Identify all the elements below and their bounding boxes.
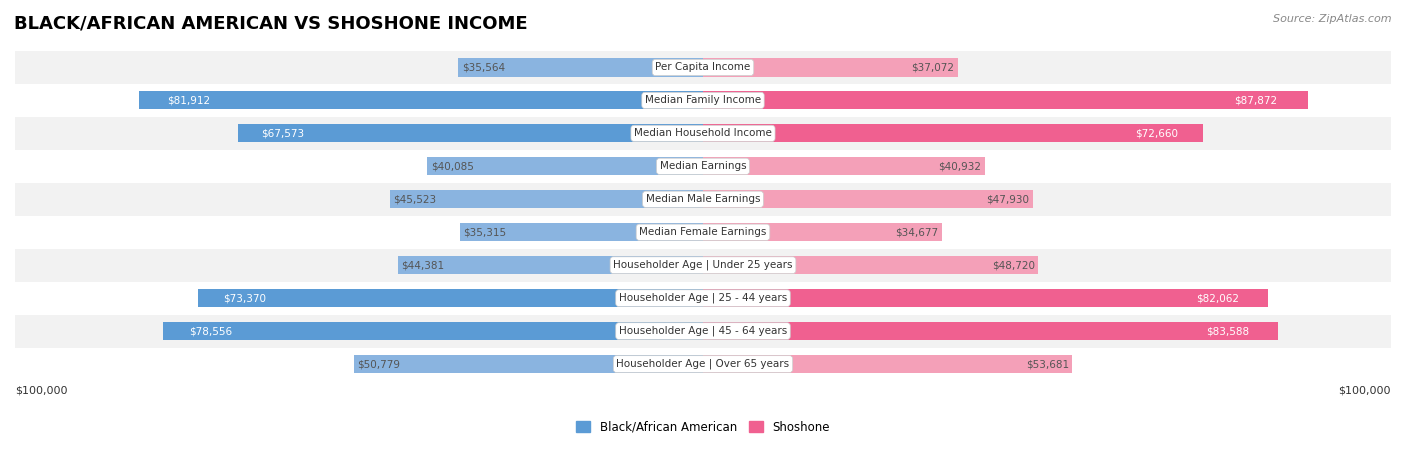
Text: $40,932: $40,932 bbox=[938, 161, 981, 171]
Text: $81,912: $81,912 bbox=[167, 95, 211, 106]
Legend: Black/African American, Shoshone: Black/African American, Shoshone bbox=[571, 416, 835, 439]
Bar bbox=[15, 84, 1391, 117]
Text: $40,085: $40,085 bbox=[430, 161, 474, 171]
Text: $37,072: $37,072 bbox=[911, 63, 955, 72]
Text: Median Earnings: Median Earnings bbox=[659, 161, 747, 171]
Bar bbox=[15, 249, 1391, 282]
Text: $50,779: $50,779 bbox=[357, 359, 401, 369]
Text: $83,588: $83,588 bbox=[1206, 326, 1250, 336]
Bar bbox=[703, 289, 1268, 307]
Bar bbox=[15, 315, 1391, 347]
Text: $53,681: $53,681 bbox=[1026, 359, 1069, 369]
Text: $47,930: $47,930 bbox=[987, 194, 1029, 204]
Bar bbox=[398, 256, 703, 274]
Bar bbox=[15, 282, 1391, 315]
Text: $67,573: $67,573 bbox=[262, 128, 305, 138]
Text: $45,523: $45,523 bbox=[394, 194, 436, 204]
Bar bbox=[15, 183, 1391, 216]
Bar bbox=[703, 223, 942, 241]
Bar bbox=[703, 124, 1204, 142]
Text: Median Household Income: Median Household Income bbox=[634, 128, 772, 138]
Bar bbox=[15, 51, 1391, 84]
Text: Median Family Income: Median Family Income bbox=[645, 95, 761, 106]
Text: $100,000: $100,000 bbox=[15, 385, 67, 396]
Text: BLACK/AFRICAN AMERICAN VS SHOSHONE INCOME: BLACK/AFRICAN AMERICAN VS SHOSHONE INCOM… bbox=[14, 14, 527, 32]
Text: Median Female Earnings: Median Female Earnings bbox=[640, 227, 766, 237]
Text: $73,370: $73,370 bbox=[224, 293, 267, 303]
Bar bbox=[703, 58, 957, 77]
Bar bbox=[703, 355, 1073, 373]
Text: Householder Age | 45 - 64 years: Householder Age | 45 - 64 years bbox=[619, 326, 787, 336]
Text: Householder Age | Under 25 years: Householder Age | Under 25 years bbox=[613, 260, 793, 270]
Bar bbox=[703, 92, 1308, 109]
Text: Per Capita Income: Per Capita Income bbox=[655, 63, 751, 72]
Bar bbox=[198, 289, 703, 307]
Bar bbox=[389, 190, 703, 208]
Bar bbox=[15, 117, 1391, 150]
Bar bbox=[703, 256, 1038, 274]
Bar bbox=[163, 322, 703, 340]
Text: $44,381: $44,381 bbox=[401, 260, 444, 270]
Text: $34,677: $34,677 bbox=[896, 227, 938, 237]
Text: $78,556: $78,556 bbox=[190, 326, 232, 336]
Bar bbox=[703, 322, 1278, 340]
Text: $87,872: $87,872 bbox=[1234, 95, 1277, 106]
Bar bbox=[15, 347, 1391, 381]
Text: Householder Age | 25 - 44 years: Householder Age | 25 - 44 years bbox=[619, 293, 787, 304]
Bar bbox=[703, 157, 984, 176]
Text: $35,315: $35,315 bbox=[464, 227, 506, 237]
Text: Median Male Earnings: Median Male Earnings bbox=[645, 194, 761, 204]
Bar bbox=[458, 58, 703, 77]
Bar bbox=[15, 216, 1391, 249]
Text: Source: ZipAtlas.com: Source: ZipAtlas.com bbox=[1274, 14, 1392, 24]
Text: Householder Age | Over 65 years: Householder Age | Over 65 years bbox=[616, 359, 790, 369]
Bar bbox=[460, 223, 703, 241]
Text: $72,660: $72,660 bbox=[1135, 128, 1178, 138]
Bar bbox=[139, 92, 703, 109]
Bar bbox=[703, 190, 1033, 208]
Bar bbox=[354, 355, 703, 373]
Text: $35,564: $35,564 bbox=[461, 63, 505, 72]
Text: $100,000: $100,000 bbox=[1339, 385, 1391, 396]
Bar bbox=[15, 150, 1391, 183]
Bar bbox=[238, 124, 703, 142]
Bar bbox=[427, 157, 703, 176]
Text: $82,062: $82,062 bbox=[1197, 293, 1239, 303]
Text: $48,720: $48,720 bbox=[991, 260, 1035, 270]
